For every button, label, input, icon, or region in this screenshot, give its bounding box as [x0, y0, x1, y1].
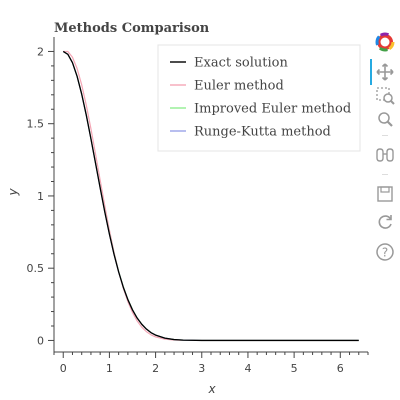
x-tick-label: 5	[291, 362, 298, 375]
x-tick-label: 1	[106, 362, 113, 375]
save-icon[interactable]	[372, 182, 398, 206]
x-tick-label: 3	[198, 362, 205, 375]
wheel-zoom-icon[interactable]	[372, 108, 398, 132]
y-tick-label: 1	[37, 190, 44, 203]
box-zoom-icon[interactable]	[372, 84, 398, 108]
legend-label-3: Runge-Kutta method	[194, 125, 331, 140]
y-tick-label: 0.5	[27, 262, 45, 275]
x-tick-label: 6	[337, 362, 344, 375]
series-layer	[62, 50, 359, 342]
toolbar: ?	[370, 28, 400, 268]
y-axis-label: y	[6, 188, 20, 197]
active-tool-indicator	[370, 59, 372, 85]
series-line-0	[62, 50, 359, 342]
pan-icon[interactable]	[372, 60, 398, 84]
reset-icon[interactable]	[372, 210, 398, 234]
help-icon[interactable]: ?	[372, 240, 398, 264]
legend-label-2: Improved Euler method	[194, 102, 351, 117]
toolbar-divider	[382, 135, 388, 136]
y-tick-label: 2	[37, 45, 44, 58]
x-tick-label: 0	[60, 362, 67, 375]
bokeh-logo-icon	[372, 30, 398, 54]
x-tick-label: 4	[244, 362, 251, 375]
y-tick-label: 0	[37, 334, 44, 347]
y-tick-label: 1.5	[27, 118, 45, 131]
x-tick-label: 2	[152, 362, 159, 375]
toolbar-divider	[382, 174, 388, 175]
chart-title: Methods Comparison	[54, 21, 210, 36]
legend: Exact solution Euler method Improved Euler…	[157, 44, 361, 152]
legend-label-0: Exact solution	[194, 56, 288, 71]
legend-box	[157, 44, 361, 152]
hover-icon[interactable]	[372, 145, 398, 169]
legend-label-1: Euler method	[194, 79, 284, 94]
axes-layer: 0 1 2 3 4 5 6 0 0.5 1 1.5 2	[27, 37, 369, 375]
x-axis-label: x	[207, 382, 216, 396]
svg-text:?: ?	[382, 246, 388, 260]
